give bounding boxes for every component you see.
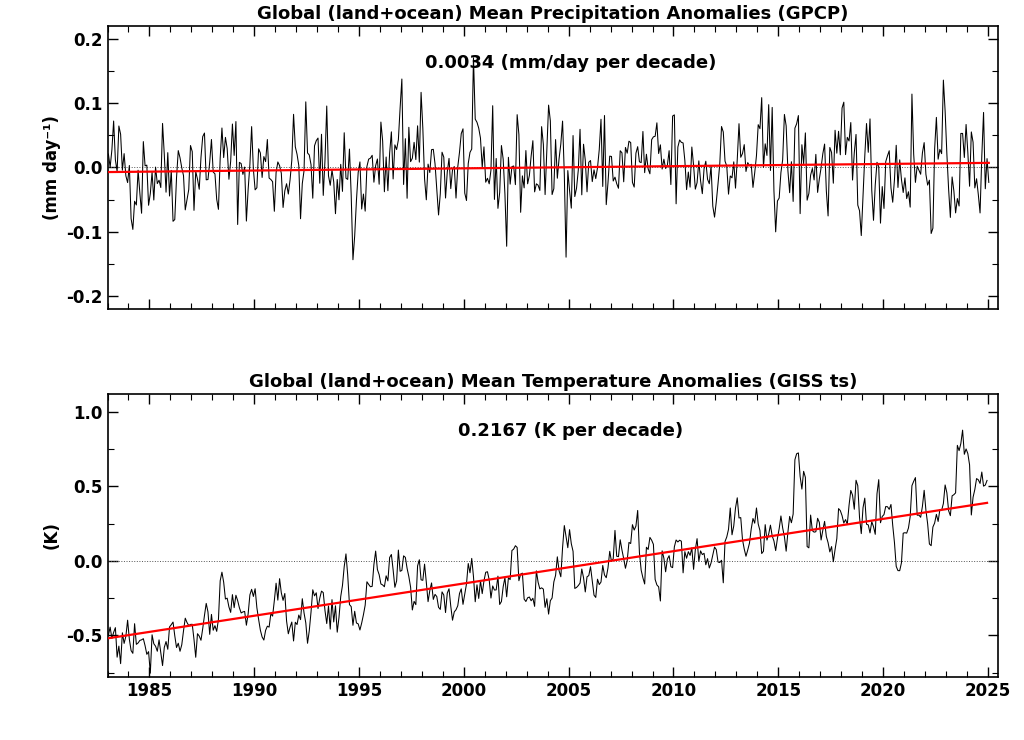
Title: Global (land+ocean) Mean Precipitation Anomalies (GPCP): Global (land+ocean) Mean Precipitation A… <box>257 5 849 23</box>
Text: 0.2167 (K per decade): 0.2167 (K per decade) <box>458 423 683 440</box>
Y-axis label: (mm day⁻¹): (mm day⁻¹) <box>43 115 60 220</box>
Text: 0.0034 (mm/day per decade): 0.0034 (mm/day per decade) <box>425 54 717 73</box>
Title: Global (land+ocean) Mean Temperature Anomalies (GISS ts): Global (land+ocean) Mean Temperature Ano… <box>249 373 857 391</box>
Y-axis label: (K): (K) <box>43 522 60 550</box>
